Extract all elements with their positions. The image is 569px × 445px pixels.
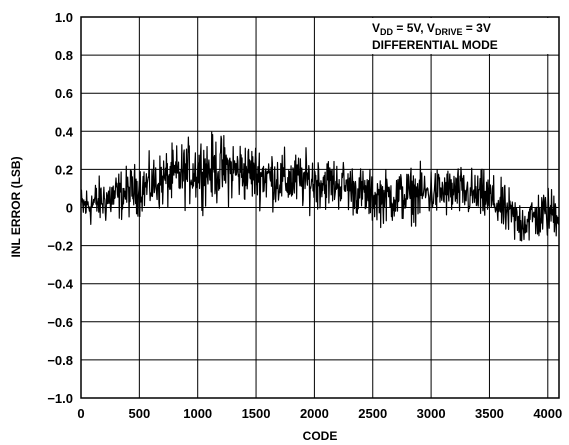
y-tick-label: −0.4 xyxy=(47,277,73,292)
y-tick-label: 0 xyxy=(66,201,73,216)
x-tick-label: 2500 xyxy=(358,406,387,421)
x-tick-label: 0 xyxy=(77,406,84,421)
y-tick-label: 0.6 xyxy=(55,86,73,101)
annotation-box: VDD = 5V, VDRIVE = 3V DIFFERENTIAL MODE xyxy=(366,18,556,54)
y-tick-label: −0.2 xyxy=(47,239,73,254)
x-tick-label: 1000 xyxy=(183,406,212,421)
y-axis-title: INL ERROR (LSB) xyxy=(9,156,23,257)
y-tick-label: 0.2 xyxy=(55,162,73,177)
inl-series-line xyxy=(80,131,560,242)
y-axis-ticks: 1.0 0.8 0.6 0.4 0.2 0 −0.2 −0.4 −0.6 −0.8 −1.0 xyxy=(47,10,73,406)
x-axis-title: CODE xyxy=(303,429,338,443)
y-tick-label: −0.8 xyxy=(47,353,73,368)
y-tick-label: −0.6 xyxy=(47,315,73,330)
x-tick-label: 2000 xyxy=(300,406,329,421)
y-tick-label: 0.8 xyxy=(55,48,73,63)
annotation-line-1: VDD = 5V, VDRIVE = 3V xyxy=(372,21,491,37)
x-tick-label: 4000 xyxy=(533,406,562,421)
annotation-background xyxy=(366,18,556,54)
y-tick-label: 1.0 xyxy=(55,10,73,25)
x-tick-label: 3000 xyxy=(417,406,446,421)
grid xyxy=(80,16,559,399)
y-tick-label: −1.0 xyxy=(47,391,73,406)
x-tick-label: 500 xyxy=(128,406,150,421)
x-tick-label: 1500 xyxy=(242,406,271,421)
y-tick-label: 0.4 xyxy=(55,124,74,139)
annotation-line-2: DIFFERENTIAL MODE xyxy=(372,38,498,52)
x-axis-ticks: 0 500 1000 1500 2000 2500 3000 3500 4000 xyxy=(77,406,562,421)
plot-area xyxy=(80,16,560,399)
x-tick-label: 3500 xyxy=(475,406,504,421)
